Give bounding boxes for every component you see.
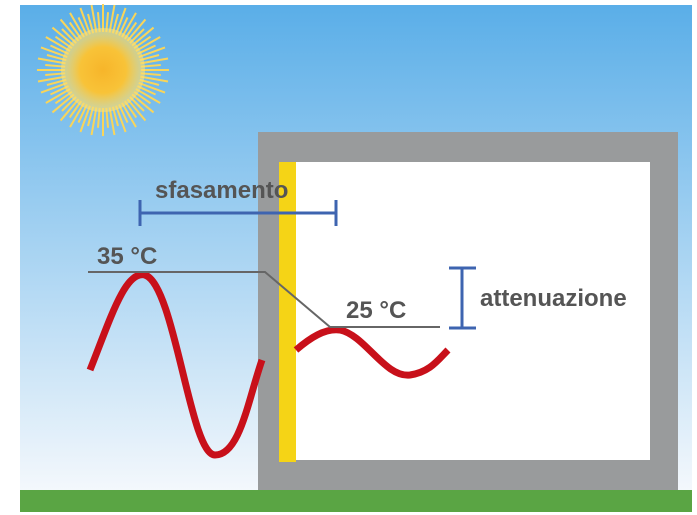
sun-ray (108, 107, 116, 136)
outside-temp-label: 35 °C (97, 243, 157, 270)
sun-ray (40, 82, 68, 94)
sun-ray (108, 4, 116, 33)
sun-ray (138, 82, 166, 94)
sun-ray (51, 93, 75, 114)
sun-ray (121, 102, 137, 128)
sun-ray (37, 57, 66, 65)
sun-ray (69, 12, 85, 38)
sun-ray (115, 105, 127, 133)
sun-ray (140, 57, 169, 65)
sun-ray (131, 93, 155, 114)
phase-shift-label: sfasamento (155, 177, 288, 204)
inside-temp-label: 25 °C (346, 297, 406, 324)
sun-ray (51, 26, 75, 47)
sun-ray (126, 98, 147, 122)
sun-ray (126, 18, 147, 42)
attenuation-label: attenuazione (480, 285, 627, 312)
sun-ray (79, 7, 91, 35)
sun-ray (115, 7, 127, 35)
sun (61, 28, 145, 112)
sun-ray (131, 26, 155, 47)
sun-ray (37, 75, 66, 83)
inside-wave (293, 326, 451, 379)
sun-ray (69, 102, 85, 128)
sun-ray (40, 46, 68, 58)
sun-ray (121, 12, 137, 38)
phase-shift-bracket (138, 200, 338, 226)
sun-ray (59, 18, 80, 42)
outside-wave (86, 271, 266, 459)
ground (20, 490, 692, 512)
sun-ray (90, 4, 98, 33)
sun-ray (45, 36, 71, 52)
sun-ray (135, 36, 161, 52)
sun-ray (59, 98, 80, 122)
sun-ray (135, 88, 161, 104)
sun-ray (79, 105, 91, 133)
sun-ray (138, 46, 166, 58)
sun-ray (90, 107, 98, 136)
insulation-layer (279, 162, 296, 462)
building-interior (296, 162, 650, 460)
sun-ray (140, 75, 169, 83)
sun-ray (45, 88, 71, 104)
reference-line (88, 271, 440, 328)
attenuation-bracket (449, 266, 476, 330)
